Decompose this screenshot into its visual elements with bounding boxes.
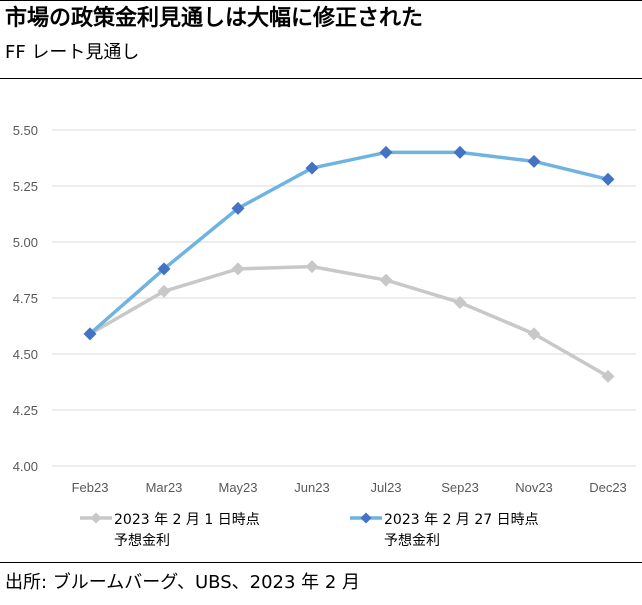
- x-tick-label: Mar23: [146, 480, 183, 495]
- x-tick-label: Dec23: [589, 480, 627, 495]
- series-1-point: [231, 262, 245, 276]
- legend-swatch-marker: [360, 512, 372, 524]
- series-1-line: [89, 264, 609, 378]
- series-2-point: [83, 327, 97, 341]
- top-rule: [0, 0, 642, 1]
- series-2-line: [88, 150, 609, 336]
- series-2-point: [601, 172, 615, 186]
- y-tick-label: 5.00: [13, 235, 38, 250]
- chart-title: 市場の政策金利見通しは大幅に修正された: [5, 6, 424, 31]
- series-2-point: [231, 201, 245, 215]
- legend-label: 2023 年 2 月 1 日時点: [114, 512, 260, 528]
- series-1-point: [453, 295, 467, 309]
- x-tick-label: Jun23: [294, 480, 329, 495]
- series-2-point: [379, 145, 393, 159]
- legend-label: 予想金利: [114, 533, 170, 549]
- y-tick-label: 5.50: [13, 123, 38, 138]
- x-tick-label: Nov23: [515, 480, 553, 495]
- footer-rule: [0, 562, 642, 563]
- y-tick-label: 4.75: [13, 291, 38, 306]
- source-note: 出所: ブルームバーグ、UBS、2023 年 2 月: [5, 572, 361, 593]
- series-1-point: [157, 284, 171, 298]
- series-1-point: [601, 369, 615, 383]
- x-tick-label: Feb23: [72, 480, 109, 495]
- y-tick-label: 4.50: [13, 347, 38, 362]
- chart-subtitle: FF レート見通し: [5, 42, 140, 63]
- series-1-point: [379, 273, 393, 287]
- y-tick-label: 4.00: [13, 459, 38, 474]
- series-1-point: [305, 260, 319, 274]
- y-tick-label: 4.25: [13, 403, 38, 418]
- legend-label: 2023 年 2 月 27 日時点: [384, 512, 539, 528]
- x-tick-label: Sep23: [441, 480, 479, 495]
- x-tick-label: Jul23: [370, 480, 401, 495]
- series-1-point: [527, 327, 541, 341]
- series-2-point: [453, 145, 467, 159]
- series-2-point: [527, 154, 541, 168]
- x-tick-label: May23: [218, 480, 257, 495]
- line-chart: 4.00 4.25 4.50 4.75 5.00 5.25 5.50 Feb23 Mar23 Ma…: [13, 123, 636, 549]
- series-2-point: [305, 161, 319, 175]
- y-tick-label: 5.25: [13, 179, 38, 194]
- legend-swatch-marker: [90, 512, 102, 524]
- series-2-point: [157, 262, 171, 276]
- legend-label: 予想金利: [384, 533, 440, 549]
- header-rule: [0, 78, 642, 79]
